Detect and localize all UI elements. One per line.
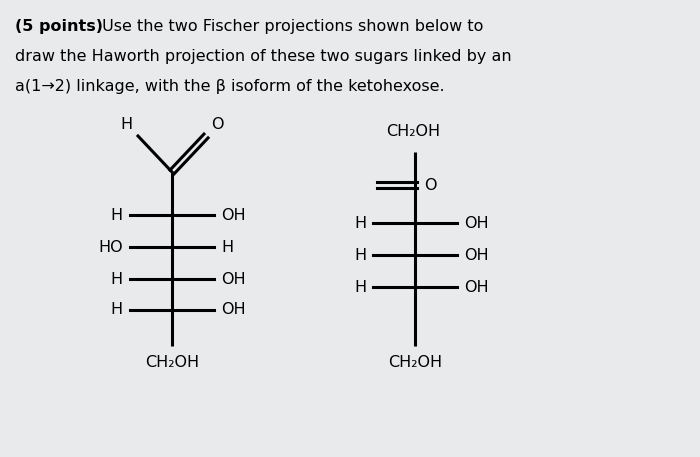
Text: H: H [354,216,366,230]
Text: Use the two Fischer projections shown below to: Use the two Fischer projections shown be… [97,19,484,34]
Text: H: H [354,280,366,294]
Text: OH: OH [221,303,246,318]
Text: OH: OH [221,271,246,287]
Text: OH: OH [464,248,489,262]
Text: O: O [424,177,437,192]
Text: H: H [354,248,366,262]
Text: OH: OH [464,280,489,294]
Text: CH₂OH: CH₂OH [145,355,199,370]
Text: a(1→2) linkage, with the β isoform of the ketohexose.: a(1→2) linkage, with the β isoform of th… [15,79,444,94]
Text: OH: OH [221,207,246,223]
Text: H: H [111,207,123,223]
Text: (5 points): (5 points) [15,19,103,34]
Text: CH₂OH: CH₂OH [386,124,440,139]
Text: H: H [121,117,133,132]
Text: draw the Haworth projection of these two sugars linked by an: draw the Haworth projection of these two… [15,49,512,64]
Text: HO: HO [99,239,123,255]
Text: H: H [111,303,123,318]
Text: H: H [111,271,123,287]
Text: H: H [221,239,233,255]
Text: OH: OH [464,216,489,230]
Text: O: O [211,117,223,132]
Text: CH₂OH: CH₂OH [388,355,442,370]
